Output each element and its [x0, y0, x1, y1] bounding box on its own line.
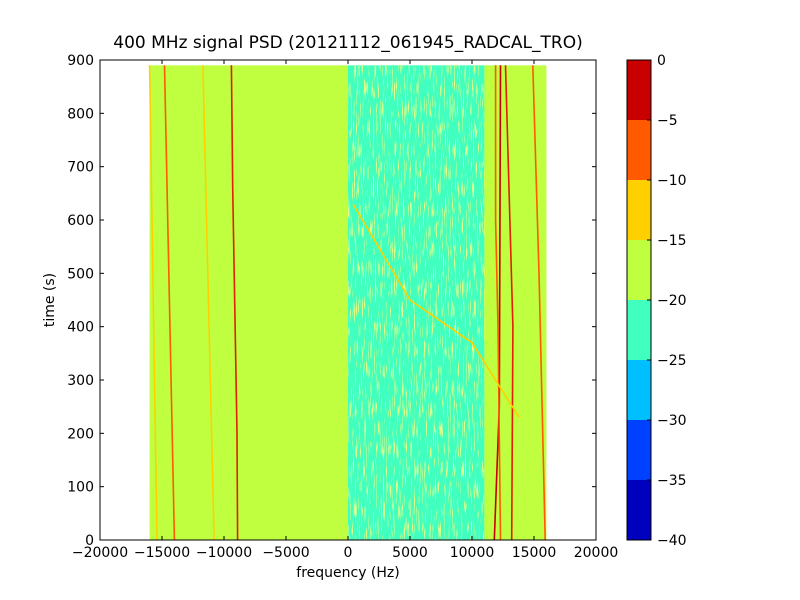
colorbar-tick-label: −35: [657, 473, 687, 489]
y-tick-label: 100: [67, 480, 94, 496]
y-axis: 0 100 200 300 400 500 600 700 800 900: [67, 53, 596, 549]
signal-track: [148, 65, 158, 540]
y-axis-label: time (s): [42, 273, 58, 327]
y-tick-label: 0: [85, 533, 94, 549]
heatmap-layer: [148, 65, 547, 540]
x-tick-label: 0: [344, 545, 353, 561]
heatmap-region: [484, 65, 547, 540]
heatmap-region: [149, 65, 348, 540]
colorbar-tick-label: −20: [657, 293, 687, 309]
colorbar-tick-label: −5: [657, 113, 678, 129]
y-tick-label: 700: [67, 160, 94, 176]
colorbar-band: [627, 420, 651, 480]
colorbar-tick-label: −15: [657, 233, 687, 249]
y-tick-label: 300: [67, 373, 94, 389]
x-tick-label: 15000: [512, 545, 557, 561]
y-tick-label: 500: [67, 266, 94, 282]
y-tick-label: 900: [67, 53, 94, 69]
signal-track: [163, 65, 176, 540]
x-tick-label: 10000: [450, 545, 495, 561]
signal-track: [230, 65, 239, 540]
signal-track: [352, 203, 520, 418]
signal-track: [532, 65, 546, 540]
x-tick-label: −5000: [262, 545, 309, 561]
x-axis: −20000 −15000 −10000 −5000 0 5000 10000 15000 20…: [72, 60, 618, 561]
colorbar-band: [627, 480, 651, 540]
colorbar-tick-label: −10: [657, 173, 687, 189]
colorbar-band: [627, 360, 651, 420]
colorbar-tick-label: 0: [657, 53, 666, 69]
signal-track: [494, 65, 502, 540]
y-tick-label: 400: [67, 320, 94, 336]
y-tick-label: 600: [67, 213, 94, 229]
signal-track: [202, 65, 215, 540]
y-tick-label: 800: [67, 106, 94, 122]
colorbar: −40 −35 −30 −25 −20 −15 −10 −5 0: [626, 53, 687, 549]
x-tick-label: 20000: [574, 545, 619, 561]
chart-title: 400 MHz signal PSD (20121112_061945_RADC…: [113, 33, 582, 53]
x-tick-label: −10000: [196, 545, 252, 561]
x-tick-label: −20000: [72, 545, 128, 561]
heatmap-speckle: [348, 65, 485, 540]
colorbar-band: [627, 300, 651, 360]
colorbar-band: [627, 180, 651, 240]
x-tick-label: −15000: [134, 545, 190, 561]
signal-track: [504, 65, 514, 540]
x-axis-label: frequency (Hz): [296, 565, 399, 581]
colorbar-tick-label: −40: [657, 533, 687, 549]
colorbar-band: [627, 240, 651, 300]
colorbar-tick-label: −25: [657, 353, 687, 369]
colorbar-band: [627, 120, 651, 180]
y-tick-label: 200: [67, 426, 94, 442]
colorbar-tick-label: −30: [657, 413, 687, 429]
x-tick-label: 5000: [392, 545, 428, 561]
colorbar-band: [627, 60, 651, 120]
